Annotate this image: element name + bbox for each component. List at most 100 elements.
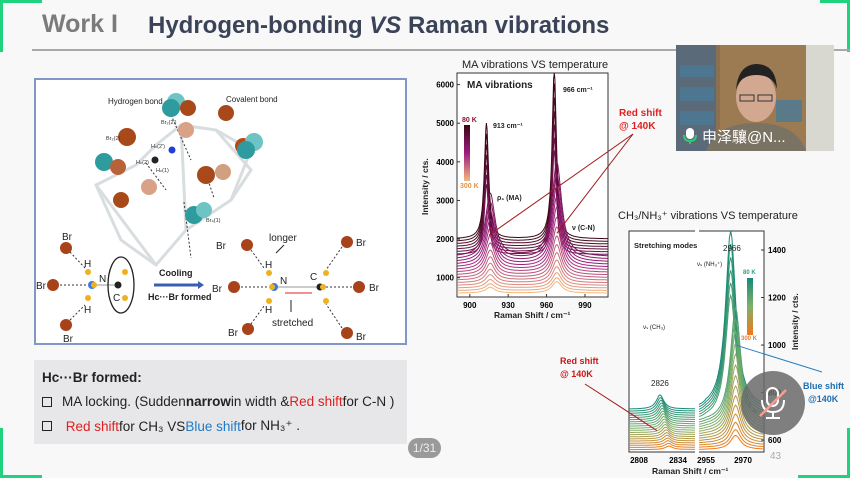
chart2-xtick-label: 2834: [669, 456, 687, 465]
summary-box: Hᴄ···Br formed: MA locking. (Sudden narr…: [34, 360, 407, 444]
chart1-colorbar: [464, 125, 470, 181]
item1-text: MA locking. (Sudden: [62, 394, 186, 409]
molecule-before: [47, 242, 135, 331]
label-h-1: H: [84, 259, 91, 270]
chart1-ytick-label: 2000: [436, 235, 454, 244]
item1-red: Red shift: [289, 394, 343, 409]
chart1-ytick-label: 4000: [436, 158, 454, 167]
chart1-ytick-label: 5000: [436, 119, 454, 128]
chart1-ylabel: Intensity / cts.: [420, 158, 430, 215]
chart1-series-curve: [456, 195, 609, 265]
chart1-xtick-label: 930: [502, 301, 516, 310]
chart1-peak1-label: 913 cm⁻¹: [493, 123, 523, 130]
chart1-peak2-label: 966 cm⁻¹: [563, 87, 593, 94]
chart1-series-curve: [457, 137, 609, 253]
corner-top-left: [0, 0, 42, 52]
chart1-xtick-label: 900: [463, 301, 477, 310]
label-br-1: Br: [62, 232, 73, 243]
hydrogen-bonds: [145, 114, 215, 259]
label-br-7: Br: [356, 238, 367, 249]
section-label: Work I: [42, 10, 118, 38]
chart2-blue-annotation-arrow: [735, 344, 823, 373]
chart1-series-curve: [457, 124, 608, 250]
microphone-muted-icon: [759, 387, 787, 419]
cooling-arrowhead: [198, 281, 204, 289]
chart2-series-curve: [629, 385, 765, 438]
chart1-xtick-label: 990: [578, 301, 592, 310]
chart2-series-curve: [629, 413, 765, 444]
chart2-series-curve: [629, 434, 764, 451]
chart1-xtick-label: 960: [540, 301, 554, 310]
label-h-4: H: [265, 305, 272, 316]
chart2-panel-label: Stretching modes: [634, 241, 697, 250]
participant-name: 申泽驤@N...: [702, 129, 786, 146]
diagram-svg: Hydrogen bond Covalent bond Br₂(2') Br₂(…: [36, 93, 380, 345]
item2-text: for CH₃ VS: [119, 418, 186, 434]
label-br-6: Br: [228, 328, 239, 339]
chart2-colorbar: [747, 278, 753, 335]
title-part1: Hydrogen-bonding: [148, 12, 370, 39]
label-c-2: C: [310, 272, 317, 283]
chart1-series-curve: [457, 259, 608, 283]
chart2-red-annotation-line1: Red shift: [560, 356, 599, 366]
summary-item-1: MA locking. (Sudden narrow in width & Re…: [42, 394, 399, 409]
slide-title: Hydrogen-bonding VS Raman vibrations: [148, 12, 609, 40]
chart1-ytick-label: 1000: [436, 274, 454, 283]
label-br-9: Br: [356, 332, 367, 343]
chart2-xtick-label: 2970: [734, 456, 752, 465]
page-counter[interactable]: 1/31: [408, 438, 441, 458]
chart1-title: MA vibrations VS temperature: [462, 59, 608, 71]
chart1-ytick-label: 6000: [436, 81, 454, 90]
chart2-mode1-label: νₛ (CH₃): [643, 325, 665, 331]
chart1-annotation-arrow: [488, 133, 634, 236]
label-br-8: Br: [369, 283, 380, 294]
label-br2-2: Br₂(2): [106, 136, 121, 142]
title-part2: Raman vibrations: [401, 12, 610, 39]
webcam-video-tile[interactable]: 申泽驤@N...: [676, 45, 834, 151]
item2-text-b: for NH₃⁺ .: [240, 418, 300, 433]
br-atoms: [95, 93, 263, 224]
chart2-ylabel: Intensity / cts.: [790, 293, 800, 350]
chart1-series-curve: [457, 272, 608, 289]
label-br-5: Br: [212, 284, 223, 295]
chart2-series-curve: [629, 404, 765, 442]
summary-item-2: Red shift for CH₃ VS Blue shift for NH₃⁺…: [42, 418, 399, 434]
chart1-series-curve: [457, 161, 609, 257]
microphone-on-icon: [683, 128, 697, 144]
chart1-series-curve: [457, 206, 608, 267]
chart1-series-curve: [457, 173, 609, 259]
chart1-series-curve: [457, 226, 608, 273]
chart2-red-annotation-arrow: [584, 383, 658, 432]
corner-top-right: [820, 0, 850, 52]
chart1-plot-area: [456, 72, 609, 298]
label-covalent-bond: Covalent bond: [226, 95, 278, 104]
label-hc-br-formed: Hᴄ···Br formed: [148, 292, 212, 302]
chart2-xtick-label: 2955: [697, 456, 715, 465]
chart1-series-curve: [457, 252, 608, 281]
chart2-blue-annotation-line1: Blue shift: [803, 381, 844, 391]
item1-text-c: for C-N ): [342, 394, 395, 409]
label-stretched: stretched: [272, 318, 313, 329]
label-n-2: N: [280, 276, 287, 287]
corner-bottom-left: [0, 428, 42, 478]
label-c-1: C: [113, 293, 120, 304]
chart1-series-curve: [457, 280, 608, 294]
chart2-peak1-label: 2826: [651, 379, 669, 388]
corner-bottom-right: [798, 428, 850, 478]
chart2-ytick-label: 600: [768, 436, 782, 445]
item2-red: Red shift: [65, 418, 120, 434]
label-longer: longer: [269, 233, 297, 244]
chart1-mode2-label: ν (C-N): [572, 225, 595, 232]
chart1-series-curve: [457, 184, 609, 262]
chart2-series-curve: [629, 421, 765, 446]
chart2-title: CH₃/NH₃⁺ vibrations VS temperature: [618, 210, 798, 222]
chart-ch3-nh3-vibrations: 2808283429552970600800100012001400: [584, 228, 823, 465]
mic-muted-overlay[interactable]: [741, 371, 805, 435]
label-br2-2p: Br₂(2'): [161, 120, 177, 126]
chart2-red-annotation-line2: @ 140K: [560, 369, 593, 379]
label-hc-2: Hₙ(2): [136, 160, 149, 166]
chart2-blue-annotation-line2: @140K: [808, 394, 839, 404]
hydrogen-bond-diagram: Hydrogen bond Covalent bond Br₂(2') Br₂(…: [34, 78, 407, 345]
chart1-series-curve: [457, 216, 608, 270]
